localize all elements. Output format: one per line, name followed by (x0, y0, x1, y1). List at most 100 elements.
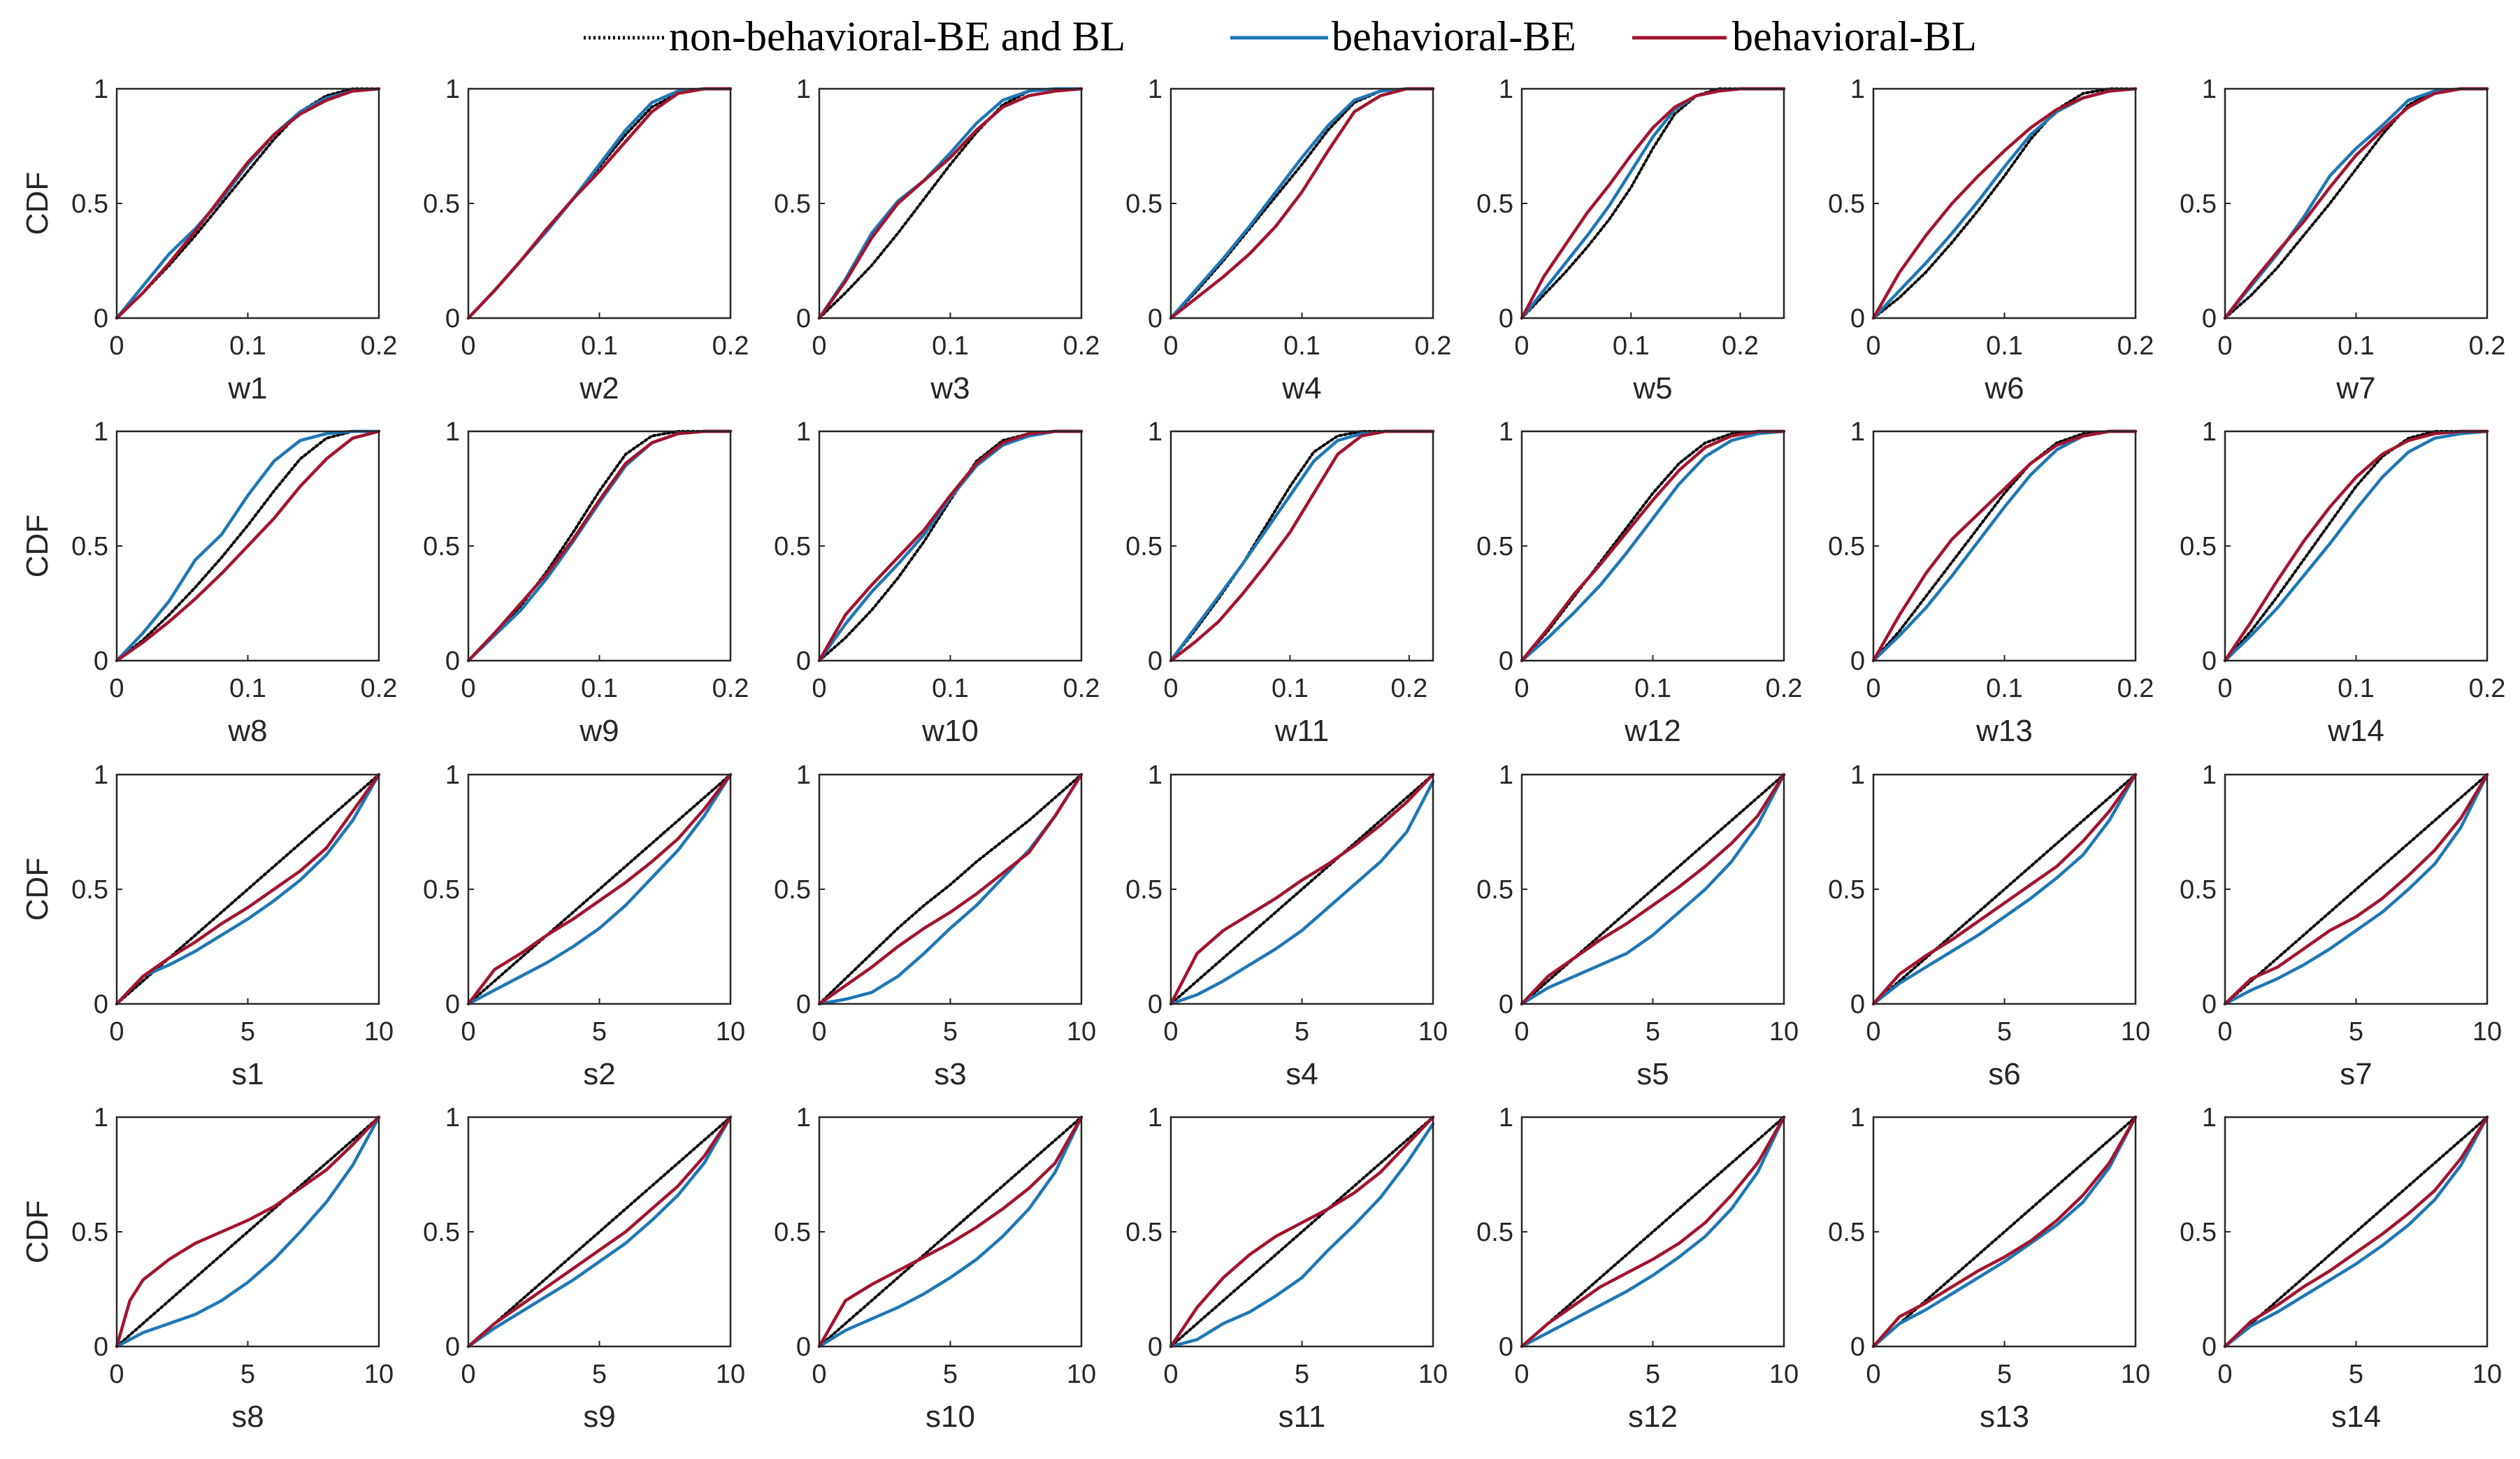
x-tick-label-s1: 5 (240, 1017, 255, 1047)
axes-box-w2 (467, 87, 732, 319)
x-tick-label-s4: 10 (1418, 1017, 1448, 1047)
panel-w3: 0 0.5 1 0 0.1 0.2 w3 (774, 75, 1100, 405)
series-line-behavioral-bl-s10 (817, 1115, 1083, 1349)
x-axis-label-s7: s7 (2340, 1057, 2372, 1091)
series-line-behavioral-be-w8 (115, 429, 381, 663)
y-tick-label-s4: 0.5 (1125, 875, 1162, 905)
x-tick-label-w7: 0 (2217, 331, 2232, 361)
series-line-behavioral-be-w9 (466, 429, 733, 663)
y-tick-label-s11: 1 (1148, 1103, 1162, 1133)
x-axis-label-w11: w11 (1274, 714, 1329, 748)
y-tick-label-s8: 0 (94, 1332, 108, 1362)
series-line-behavioral-be-s9 (466, 1115, 733, 1349)
y-tick-label-s2: 1 (445, 761, 460, 790)
series-line-non-behavioral-w10 (818, 430, 1083, 662)
y-tick-label-s6: 0.5 (1828, 875, 1865, 905)
panel-w6: 0 0.5 1 0 0.1 0.2 w6 (1828, 75, 2154, 405)
x-tick-label-w14: 0.1 (2338, 674, 2375, 703)
y-axis-label-s8: CDF (20, 1200, 55, 1263)
y-axis-label-w1: CDF (20, 172, 55, 235)
axes-box-w3 (818, 87, 1083, 319)
y-tick-label-w14: 0 (2202, 647, 2217, 676)
legend-label-behavioral-bl: behavioral-BL (1732, 13, 1977, 59)
series-line-behavioral-bl-w12 (1520, 429, 1786, 663)
axes-box-w6 (1872, 87, 2137, 319)
y-tick-label-w13: 0 (1850, 647, 1865, 676)
series-line-behavioral-be-w5 (1520, 87, 1786, 320)
series-line-behavioral-bl-w8 (115, 429, 381, 663)
x-tick-label-s11: 0 (1163, 1360, 1178, 1389)
series-line-behavioral-bl-w6 (1871, 87, 2138, 320)
series-line-behavioral-be-s13 (1871, 1115, 2138, 1349)
x-tick-label-w4: 0.2 (1415, 331, 1452, 361)
panel-w14: 0 0.5 1 0 0.1 0.2 w14 (2180, 417, 2505, 748)
y-tick-label-w9: 0 (445, 647, 460, 676)
x-axis-label-s11: s11 (1279, 1400, 1326, 1434)
x-tick-label-s13: 10 (2121, 1360, 2150, 1389)
x-axis-label-s9: s9 (583, 1400, 615, 1434)
x-tick-label-s12: 10 (1769, 1360, 1799, 1389)
series-line-behavioral-bl-s13 (1871, 1115, 2138, 1349)
panel-w5: 0 0.5 1 0 0.1 0.2 w5 (1476, 75, 1786, 405)
series-line-behavioral-bl-s12 (1520, 1115, 1786, 1349)
y-tick-label-s1: 0.5 (71, 875, 108, 905)
series-line-behavioral-bl-w3 (817, 87, 1083, 320)
y-tick-label-w2: 0 (445, 304, 460, 333)
x-axis-label-s4: s4 (1286, 1057, 1318, 1091)
y-tick-label-s13: 1 (1850, 1103, 1865, 1133)
series-line-behavioral-bl-s11 (1169, 1115, 1435, 1349)
y-tick-label-s9: 0 (445, 1332, 460, 1362)
x-tick-label-s7: 0 (2217, 1017, 2232, 1047)
x-tick-label-s3: 10 (1067, 1017, 1096, 1047)
x-axis-label-w2: w2 (579, 371, 619, 405)
y-tick-label-w2: 0.5 (423, 189, 460, 219)
y-tick-label-s7: 1 (2202, 761, 2217, 790)
y-tick-label-w5: 0.5 (1476, 189, 1513, 219)
y-tick-label-s11: 0.5 (1125, 1218, 1162, 1247)
x-axis-label-w3: w3 (930, 371, 970, 405)
x-tick-label-w13: 0.1 (1986, 674, 2023, 703)
x-axis-label-s12: s12 (1628, 1400, 1678, 1434)
x-axis-label-w4: w4 (1281, 371, 1321, 405)
panel-w8: 0 0.5 1 0 0.1 0.2 w8 CDF (20, 417, 397, 748)
x-tick-label-w5: 0.1 (1613, 331, 1650, 361)
y-tick-label-s3: 0.5 (774, 875, 811, 905)
series-line-behavioral-bl-s8 (115, 1115, 381, 1349)
x-axis-label-w6: w6 (1984, 371, 2024, 405)
series-line-non-behavioral-w2 (467, 87, 732, 319)
y-tick-label-w6: 1 (1850, 75, 1865, 104)
x-tick-label-s9: 0 (461, 1360, 475, 1389)
x-tick-label-s8: 10 (364, 1360, 394, 1389)
y-tick-label-w4: 1 (1148, 75, 1162, 104)
y-tick-label-w11: 1 (1148, 417, 1162, 447)
series-line-non-behavioral-w6 (1872, 87, 2137, 319)
y-tick-label-w12: 0 (1499, 647, 1513, 676)
series-line-non-behavioral-s10 (818, 1116, 1083, 1348)
series-line-behavioral-be-s12 (1520, 1115, 1786, 1349)
x-tick-label-w1: 0.2 (361, 331, 398, 361)
x-tick-label-s13: 5 (1997, 1360, 2012, 1389)
x-tick-label-w2: 0 (461, 331, 475, 361)
series-line-non-behavioral-s2 (467, 773, 732, 1005)
x-tick-label-w4: 0 (1163, 331, 1178, 361)
y-tick-label-w5: 1 (1499, 75, 1513, 104)
x-axis-label-w5: w5 (1632, 371, 1672, 405)
series-line-behavioral-be-w10 (817, 429, 1083, 663)
y-tick-label-w9: 1 (445, 417, 460, 447)
x-tick-label-w8: 0.1 (229, 674, 266, 703)
x-tick-label-s8: 5 (240, 1360, 255, 1389)
x-tick-label-w3: 0 (812, 331, 826, 361)
x-tick-label-w2: 0.2 (712, 331, 749, 361)
x-tick-label-w9: 0.2 (712, 674, 749, 703)
y-tick-label-w11: 0 (1148, 647, 1162, 676)
x-tick-label-s11: 10 (1418, 1360, 1448, 1389)
x-tick-label-s14: 0 (2217, 1360, 2232, 1389)
y-tick-label-s2: 0 (445, 990, 460, 1019)
series-line-non-behavioral-w5 (1520, 87, 1785, 319)
x-tick-label-w6: 0 (1866, 331, 1880, 361)
legend-label-non-behavioral: non-behavioral-BE and BL (669, 13, 1125, 59)
